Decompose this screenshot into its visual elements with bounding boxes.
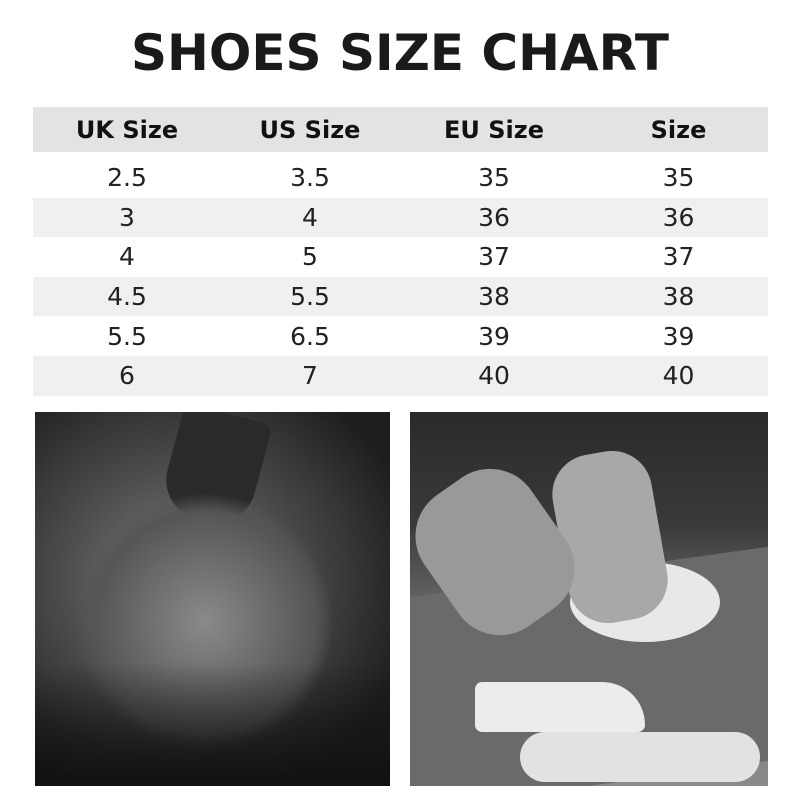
table-row: 4 5 37 37 [33,237,768,277]
cell-uk-size: 6 [119,361,135,391]
cell-size: 38 [662,282,695,312]
cell-us-size: 3.5 [290,163,330,193]
cell-us-size: 7 [302,361,318,391]
header-uk-size: UK Size [75,115,179,144]
shoemaking-hammer-photo [35,412,390,786]
cell-eu-size: 38 [478,282,510,312]
cell-uk-size: 4 [119,242,135,272]
leather-cutting-photo [410,412,768,786]
cell-size: 35 [662,163,695,193]
cell-us-size: 4 [302,202,318,232]
header-us-size: US Size [259,115,361,144]
header-eu-size: EU Size [444,115,544,144]
cell-eu-size: 37 [478,242,510,272]
cell-eu-size: 36 [478,202,510,232]
size-table: UK Size US Size EU Size Size 2.5 3.5 35 35 3… [33,107,768,396]
cell-us-size: 5.5 [290,282,330,312]
cell-size: 39 [662,321,695,351]
cell-uk-size: 4.5 [107,282,147,312]
page-title: SHOES SIZE CHART [131,24,669,82]
cell-us-size: 6.5 [290,321,330,351]
cell-eu-size: 35 [478,163,510,193]
cell-size: 37 [662,242,695,272]
table-row: 3 4 36 36 [33,197,768,238]
table-row: 4.5 5.5 38 38 [33,276,768,317]
cell-us-size: 5 [302,242,318,272]
header-size: Size [650,115,707,144]
cell-uk-size: 5.5 [107,321,147,351]
cell-uk-size: 2.5 [107,163,147,193]
cell-size: 36 [662,202,695,232]
table-header: UK Size US Size EU Size Size [33,107,768,152]
cell-eu-size: 39 [478,321,510,351]
cell-uk-size: 3 [119,202,135,232]
table-row: 2.5 3.5 35 35 [33,158,768,198]
cell-eu-size: 40 [478,361,510,391]
cell-size: 40 [662,361,695,391]
table-row: 6 7 40 40 [33,355,768,396]
table-row: 5.5 6.5 39 39 [33,316,768,356]
